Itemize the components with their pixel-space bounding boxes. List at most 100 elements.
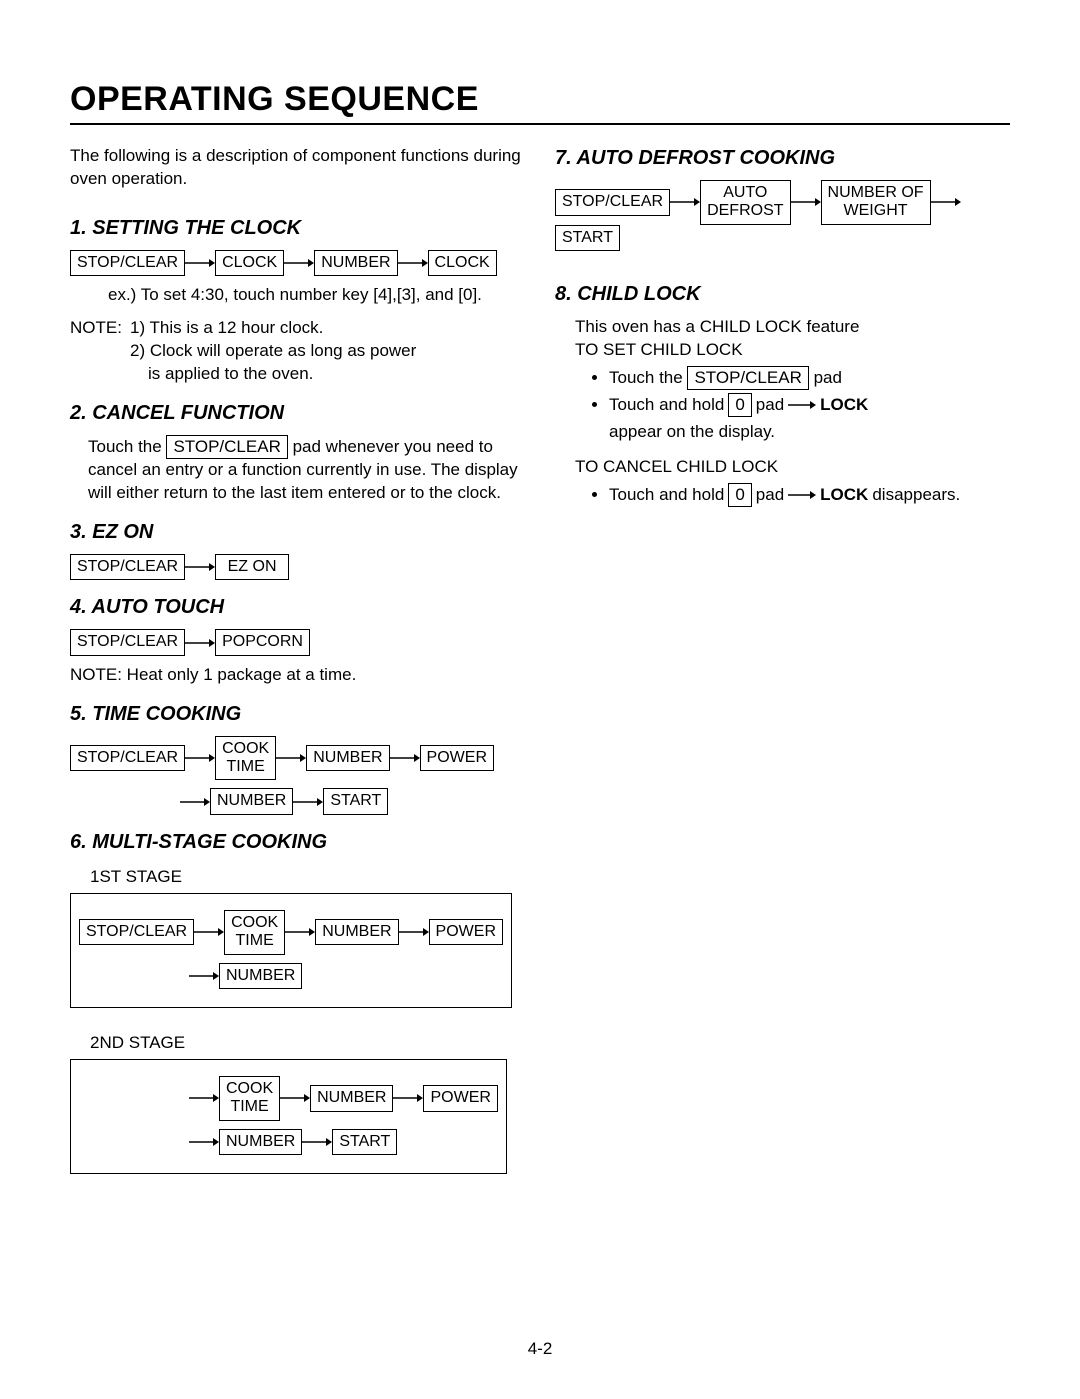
pad-power: POWER bbox=[423, 1085, 497, 1111]
arrow-icon bbox=[185, 751, 215, 765]
stage-1-label: 1ST STAGE bbox=[90, 866, 525, 889]
text: pad bbox=[814, 368, 842, 387]
flow-stage2-row2: NUMBER START bbox=[189, 1129, 498, 1155]
pad-stop-clear: STOP/CLEAR bbox=[70, 250, 185, 276]
pad-number: NUMBER bbox=[310, 1085, 393, 1111]
right-column: 7. AUTO DEFROST COOKING STOP/CLEAR AUTOD… bbox=[555, 145, 1010, 1188]
child-lock-body: This oven has a CHILD LOCK feature TO SE… bbox=[555, 316, 1010, 507]
pad-stop-clear: STOP/CLEAR bbox=[70, 629, 185, 655]
pad-number: NUMBER bbox=[315, 919, 398, 945]
text: Touch and hold bbox=[609, 484, 724, 507]
pad-start: START bbox=[332, 1129, 397, 1155]
flow-auto-touch: STOP/CLEAR POPCORN bbox=[70, 629, 525, 655]
section-heading-2: 2. CANCEL FUNCTION bbox=[70, 400, 525, 427]
stage-2-label: 2ND STAGE bbox=[90, 1032, 525, 1055]
pad-power: POWER bbox=[420, 745, 494, 771]
pad-stop-clear: STOP/CLEAR bbox=[79, 919, 194, 945]
lock-label: LOCK bbox=[820, 394, 868, 417]
stage-2-box: COOKTIME NUMBER POWER NUMBER START bbox=[70, 1059, 507, 1174]
arrow-icon bbox=[189, 1091, 219, 1105]
flow-stage1-row1: STOP/CLEAR COOKTIME NUMBER POWER bbox=[79, 910, 503, 955]
arrow-icon bbox=[931, 195, 961, 209]
arrow-icon bbox=[788, 489, 816, 501]
pad-number: NUMBER bbox=[210, 788, 293, 814]
pad-cook-time: COOKTIME bbox=[215, 736, 276, 781]
arrow-icon bbox=[788, 399, 816, 411]
left-column: The following is a description of compon… bbox=[70, 145, 525, 1188]
section-heading-1: 1. SETTING THE CLOCK bbox=[70, 215, 525, 242]
list-item: Touch and hold 0 pad LOCK appear on the … bbox=[609, 393, 1010, 444]
arrow-icon bbox=[393, 1091, 423, 1105]
lock-label: LOCK bbox=[820, 484, 868, 507]
flow-auto-defrost: STOP/CLEAR AUTODEFROST NUMBER OFWEIGHT S… bbox=[555, 180, 1010, 251]
pad-start: START bbox=[555, 225, 620, 251]
cancel-child-lock-list: Touch and hold 0 pad LOCK disappears. bbox=[575, 483, 1010, 507]
arrow-icon bbox=[791, 195, 821, 209]
arrow-icon bbox=[276, 751, 306, 765]
inline-pad-zero: 0 bbox=[728, 483, 751, 507]
pad-cook-time: COOKTIME bbox=[224, 910, 285, 955]
arrow-icon bbox=[180, 795, 210, 809]
arrow-icon bbox=[185, 256, 215, 270]
pad-number-weight: NUMBER OFWEIGHT bbox=[821, 180, 931, 225]
section-heading-7: 7. AUTO DEFROST COOKING bbox=[555, 145, 1010, 172]
inline-pad-stop-clear: STOP/CLEAR bbox=[166, 435, 287, 459]
page-number: 4-2 bbox=[0, 1339, 1080, 1359]
pad-number: NUMBER bbox=[306, 745, 389, 771]
text: Touch and hold bbox=[609, 394, 724, 417]
pad-start: START bbox=[323, 788, 388, 814]
section-heading-8: 8. CHILD LOCK bbox=[555, 281, 1010, 308]
arrow-icon bbox=[398, 256, 428, 270]
two-column-layout: The following is a description of compon… bbox=[70, 145, 1010, 1188]
arrow-icon bbox=[194, 925, 224, 939]
inline-pad-stop-clear: STOP/CLEAR bbox=[687, 366, 808, 390]
pad-clock: CLOCK bbox=[428, 250, 497, 276]
inline-pad-zero: 0 bbox=[728, 393, 751, 417]
pad-number: NUMBER bbox=[219, 1129, 302, 1155]
note-line: 2) Clock will operate as long as power bbox=[130, 340, 416, 363]
cancel-child-lock-label: TO CANCEL CHILD LOCK bbox=[575, 456, 1010, 479]
text: pad bbox=[756, 394, 784, 417]
pad-clock: CLOCK bbox=[215, 250, 284, 276]
pad-power: POWER bbox=[429, 919, 503, 945]
pad-auto-defrost: AUTODEFROST bbox=[700, 180, 790, 225]
note-block-1: NOTE: 1) This is a 12 hour clock. 2) Clo… bbox=[70, 317, 525, 386]
arrow-icon bbox=[185, 560, 215, 574]
list-item: Touch the STOP/CLEAR pad bbox=[609, 366, 1010, 390]
pad-number: NUMBER bbox=[314, 250, 397, 276]
flow-setting-clock: STOP/CLEAR CLOCK NUMBER CLOCK bbox=[70, 250, 525, 276]
pad-number: NUMBER bbox=[219, 963, 302, 989]
pad-stop-clear: STOP/CLEAR bbox=[70, 554, 185, 580]
arrow-icon bbox=[399, 925, 429, 939]
pad-ez-on: EZ ON bbox=[215, 554, 289, 580]
flow-time-cooking-1: STOP/CLEAR COOKTIME NUMBER POWER bbox=[70, 736, 525, 781]
pad-stop-clear: STOP/CLEAR bbox=[70, 745, 185, 771]
note-text: NOTE: Heat only 1 package at a time. bbox=[70, 664, 525, 687]
page-title: OPERATING SEQUENCE bbox=[70, 80, 1010, 125]
flow-stage2-row1: COOKTIME NUMBER POWER bbox=[189, 1076, 498, 1121]
list-item: Touch and hold 0 pad LOCK disappears. bbox=[609, 483, 1010, 507]
arrow-icon bbox=[189, 1135, 219, 1149]
cancel-text: Touch the STOP/CLEAR pad whenever you ne… bbox=[88, 435, 525, 505]
arrow-icon bbox=[302, 1135, 332, 1149]
section-heading-4: 4. AUTO TOUCH bbox=[70, 594, 525, 621]
flow-ez-on: STOP/CLEAR EZ ON bbox=[70, 554, 525, 580]
arrow-icon bbox=[189, 969, 219, 983]
text: disappears. bbox=[872, 484, 960, 507]
set-child-lock-label: TO SET CHILD LOCK bbox=[575, 339, 1010, 362]
section-heading-5: 5. TIME COOKING bbox=[70, 701, 525, 728]
note-line: 1) This is a 12 hour clock. bbox=[130, 317, 323, 340]
arrow-icon bbox=[390, 751, 420, 765]
text: Touch the bbox=[88, 437, 166, 456]
intro-text: The following is a description of compon… bbox=[70, 145, 525, 191]
pad-stop-clear: STOP/CLEAR bbox=[555, 189, 670, 215]
arrow-icon bbox=[293, 795, 323, 809]
section-heading-3: 3. EZ ON bbox=[70, 519, 525, 546]
flow-time-cooking-2: NUMBER START bbox=[180, 788, 525, 814]
pad-popcorn: POPCORN bbox=[215, 629, 310, 655]
note-label: NOTE: bbox=[70, 317, 130, 340]
arrow-icon bbox=[185, 636, 215, 650]
arrow-icon bbox=[285, 925, 315, 939]
note-line: is applied to the oven. bbox=[130, 363, 313, 386]
stage-1-box: STOP/CLEAR COOKTIME NUMBER POWER NUMBER bbox=[70, 893, 512, 1008]
